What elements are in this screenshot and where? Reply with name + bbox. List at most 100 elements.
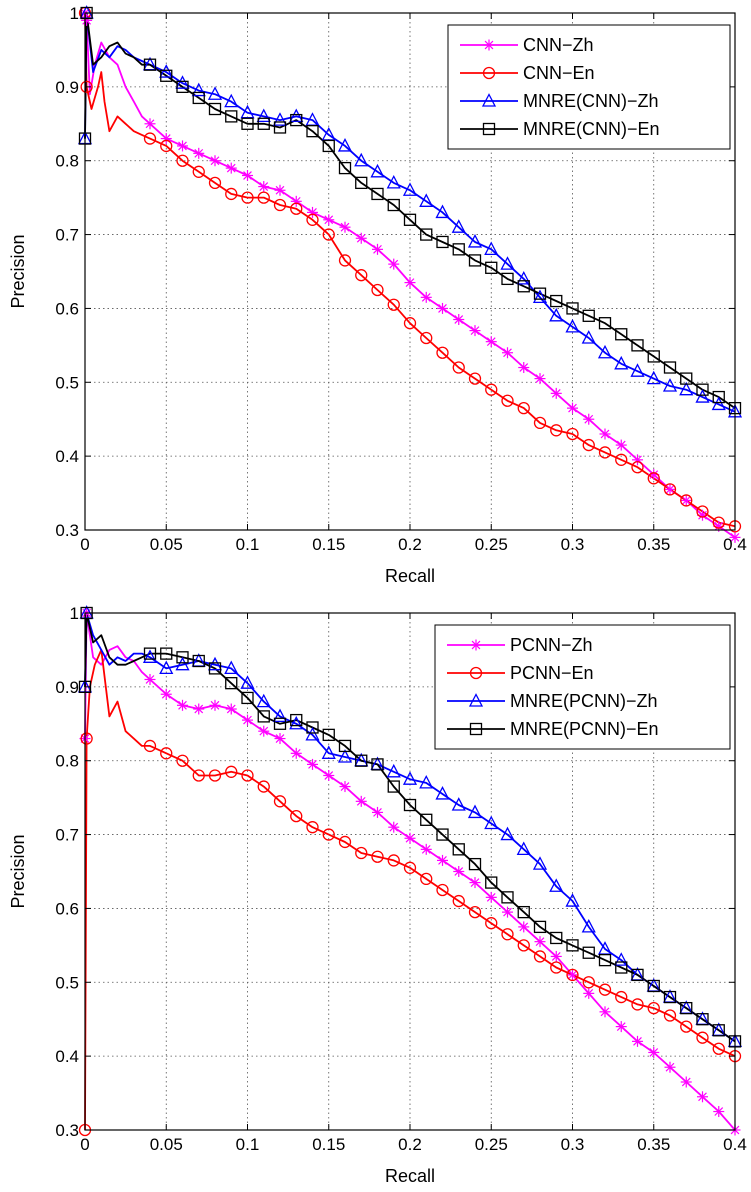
data-point [501,272,514,286]
data-point [290,113,303,127]
y-tick-label: 0.7 [55,826,79,845]
data-point [241,191,254,204]
data-point [597,344,613,359]
y-tick-label: 0.6 [55,899,79,918]
legend-label-3: MNRE(PCNN)−Zh [510,691,658,711]
data-point [517,939,530,952]
data-point [500,826,515,841]
data-point [387,854,400,867]
data-point [598,317,612,330]
data-point [371,758,384,771]
data-point [207,86,223,100]
data-point [208,769,222,782]
data-point [177,140,188,152]
y-tick-label: 0.9 [55,78,79,97]
data-point [290,713,303,727]
data-point [663,483,677,496]
data-point [160,647,173,660]
data-point [143,132,157,145]
data-point [485,876,498,889]
series-group [77,5,743,543]
y-tick-label: 1 [70,604,79,623]
data-point [485,261,498,274]
data-point [338,739,352,753]
data-point [355,269,368,282]
data-point [533,416,547,430]
data-point [289,715,304,730]
data-point [485,383,498,396]
data-point [647,979,660,993]
data-point [696,1013,709,1026]
legend-marker-1 [483,39,495,51]
y-tick-label: 0.5 [55,373,79,392]
x-tick-label: 0.25 [475,535,508,554]
data-point [451,219,466,233]
data-point [404,277,416,289]
data-point [435,204,450,219]
data-point [338,254,352,267]
data-point [451,797,466,811]
data-point [176,154,189,167]
data-point [565,318,580,333]
data-point [517,401,530,415]
legend-marker-3 [468,693,484,707]
data-point [159,660,174,675]
data-point [566,939,579,952]
data-point [402,771,418,785]
data-point [307,758,318,770]
legend-label-1: CNN−Zh [523,35,594,55]
x-tick-label: 0.15 [312,1135,345,1154]
data-point [160,139,173,153]
legend-marker-4 [469,722,483,736]
data-point [420,228,433,241]
data-point [257,710,270,723]
data-point [290,809,303,823]
data-point [338,835,352,849]
data-point [142,649,158,663]
data-point [582,309,595,322]
data-point [192,654,205,668]
data-point [208,176,222,190]
y-tick-label: 0.8 [55,752,79,771]
data-point [339,221,351,233]
data-point [532,856,548,870]
data-point [550,931,563,945]
y-tick-label: 0.3 [55,521,79,540]
data-point [581,330,596,344]
data-point [598,953,612,967]
data-point [484,241,499,255]
data-point [631,461,644,474]
data-point [337,138,353,152]
data-point [680,1001,693,1015]
data-point [517,905,530,919]
data-point [355,176,368,190]
x-tick-label: 0 [80,535,89,554]
data-point [502,347,513,359]
data-point [306,821,319,834]
data-point [80,732,93,745]
x-tick-label: 0.15 [312,535,345,554]
data-point [468,905,482,919]
data-point [501,891,514,904]
data-point [712,516,725,529]
data-point [371,283,384,297]
data-point [387,298,400,311]
data-point [550,424,563,437]
data-point [712,1042,725,1055]
data-point [712,1024,725,1037]
y-tick-label: 0.9 [55,678,79,697]
series-line-3 [84,12,736,413]
data-point [436,883,449,897]
data-point [598,446,612,459]
data-point [403,861,417,874]
data-point [680,494,693,507]
data-point [436,346,449,359]
data-point [631,968,644,982]
x-tick-label: 0.1 [236,535,260,554]
data-point [452,894,465,908]
data-point [582,438,595,452]
data-point [518,921,530,933]
y-axis-label: Precision [8,234,28,308]
data-point [207,656,223,671]
data-point [403,798,417,812]
